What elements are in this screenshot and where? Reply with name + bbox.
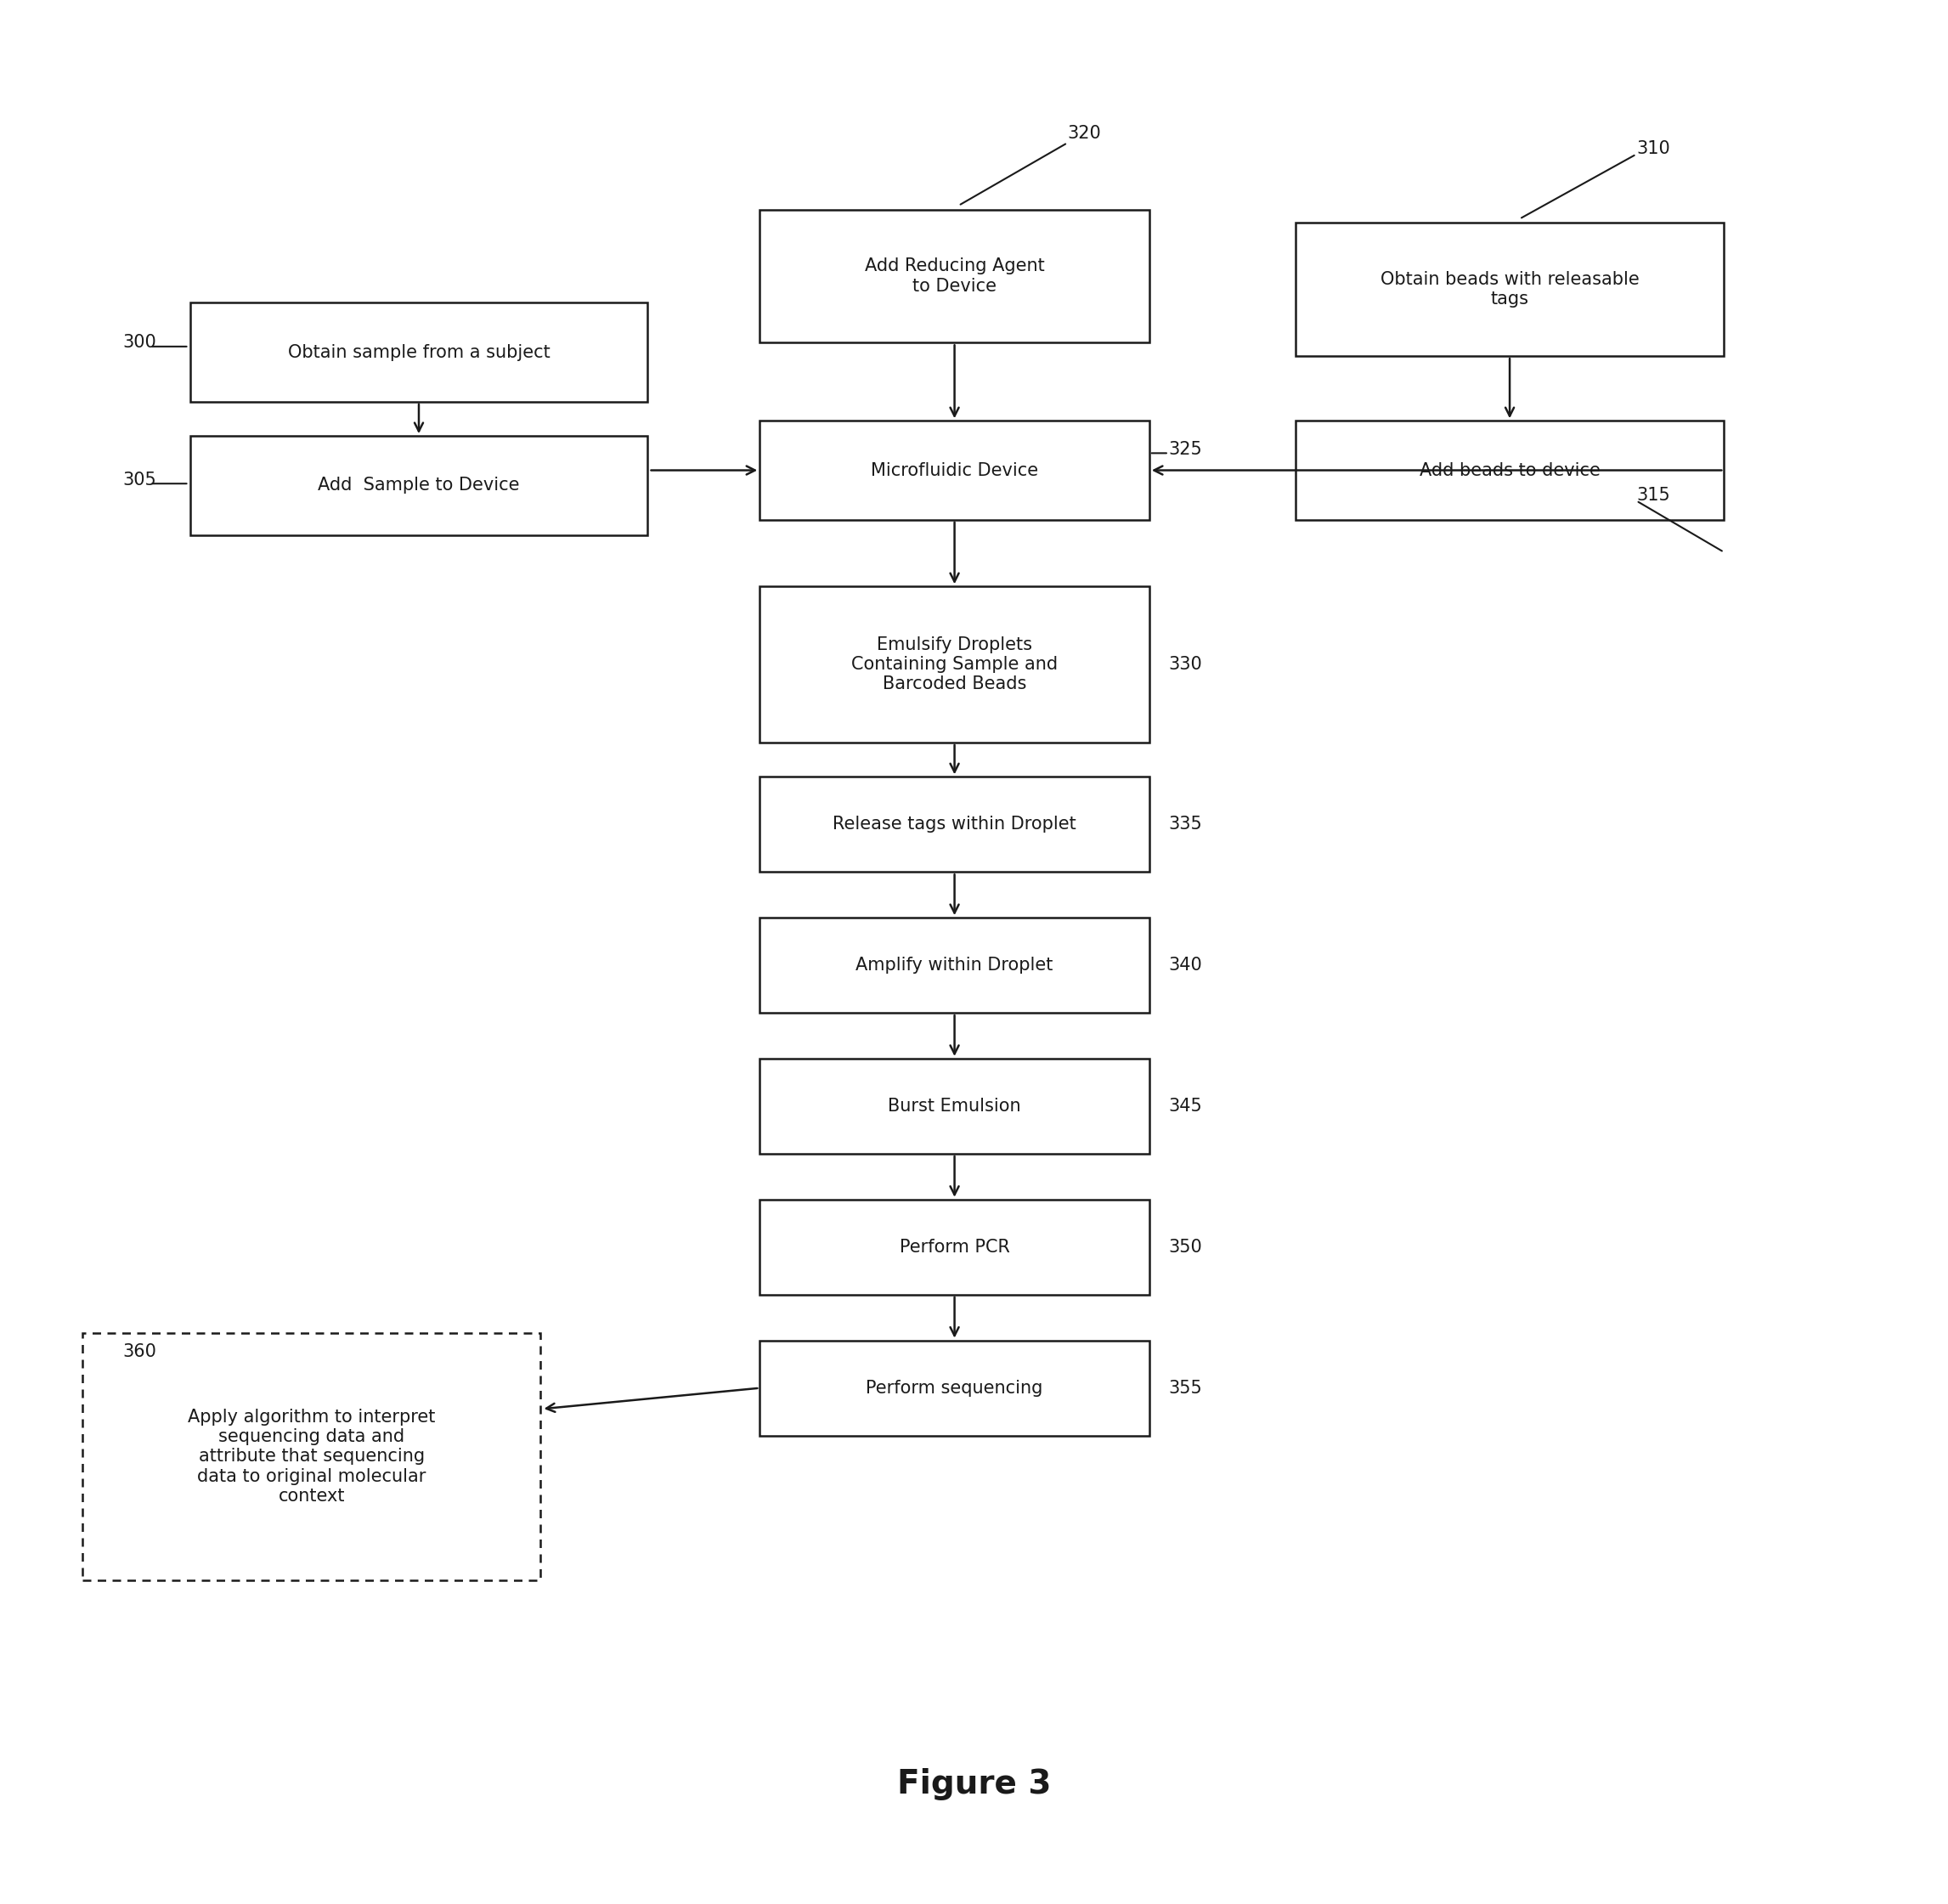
FancyBboxPatch shape bbox=[760, 421, 1149, 520]
Text: 300: 300 bbox=[123, 335, 156, 350]
FancyBboxPatch shape bbox=[1295, 421, 1724, 520]
FancyBboxPatch shape bbox=[84, 1333, 540, 1580]
Text: 335: 335 bbox=[1169, 817, 1202, 832]
Text: Figure 3: Figure 3 bbox=[896, 1769, 1052, 1799]
Text: Perform sequencing: Perform sequencing bbox=[867, 1380, 1042, 1396]
FancyBboxPatch shape bbox=[760, 1340, 1149, 1436]
Text: Amplify within Droplet: Amplify within Droplet bbox=[855, 958, 1054, 973]
FancyBboxPatch shape bbox=[760, 777, 1149, 872]
Text: 315: 315 bbox=[1636, 487, 1669, 503]
FancyBboxPatch shape bbox=[191, 436, 647, 535]
FancyBboxPatch shape bbox=[760, 1200, 1149, 1295]
Text: 340: 340 bbox=[1169, 958, 1202, 973]
Text: 355: 355 bbox=[1169, 1380, 1202, 1396]
Text: Add  Sample to Device: Add Sample to Device bbox=[318, 478, 520, 493]
Text: Add beads to device: Add beads to device bbox=[1420, 463, 1599, 478]
Text: Burst Emulsion: Burst Emulsion bbox=[888, 1099, 1021, 1114]
FancyBboxPatch shape bbox=[1295, 223, 1724, 356]
Text: Perform PCR: Perform PCR bbox=[900, 1240, 1009, 1255]
Text: Apply algorithm to interpret
sequencing data and
attribute that sequencing
data : Apply algorithm to interpret sequencing … bbox=[187, 1409, 436, 1504]
Text: 305: 305 bbox=[123, 472, 156, 487]
FancyBboxPatch shape bbox=[760, 209, 1149, 343]
Text: 325: 325 bbox=[1169, 442, 1202, 457]
Text: 345: 345 bbox=[1169, 1099, 1202, 1114]
Text: 360: 360 bbox=[123, 1344, 156, 1359]
FancyBboxPatch shape bbox=[760, 918, 1149, 1013]
Text: Obtain beads with releasable
tags: Obtain beads with releasable tags bbox=[1381, 270, 1638, 308]
FancyBboxPatch shape bbox=[191, 303, 647, 402]
Text: Obtain sample from a subject: Obtain sample from a subject bbox=[288, 345, 549, 360]
Text: Release tags within Droplet: Release tags within Droplet bbox=[832, 817, 1077, 832]
Text: 320: 320 bbox=[1068, 126, 1101, 141]
Text: 330: 330 bbox=[1169, 657, 1202, 672]
FancyBboxPatch shape bbox=[760, 586, 1149, 743]
Text: 310: 310 bbox=[1636, 141, 1669, 156]
Text: Microfluidic Device: Microfluidic Device bbox=[871, 463, 1038, 478]
Text: Emulsify Droplets
Containing Sample and
Barcoded Beads: Emulsify Droplets Containing Sample and … bbox=[851, 636, 1058, 693]
FancyBboxPatch shape bbox=[760, 1059, 1149, 1154]
Text: Add Reducing Agent
to Device: Add Reducing Agent to Device bbox=[865, 257, 1044, 295]
Text: 350: 350 bbox=[1169, 1240, 1202, 1255]
